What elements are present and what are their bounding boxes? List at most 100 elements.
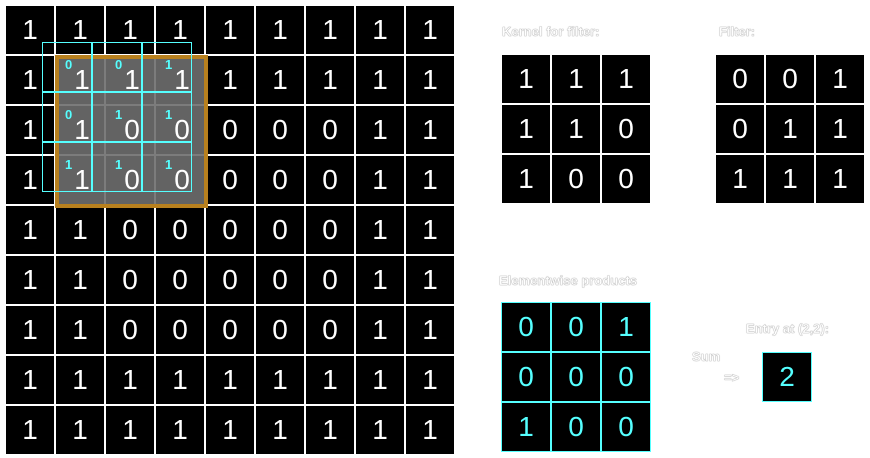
input-cell: 0: [205, 205, 255, 255]
input-cell: 1: [405, 405, 455, 455]
input-cell: 1: [205, 55, 255, 105]
filter-overlay-cell: [92, 42, 142, 92]
input-cell: 0: [155, 305, 205, 355]
filter-cell: 1: [815, 54, 865, 104]
input-cell: 0: [205, 305, 255, 355]
input-cell: 1: [5, 405, 55, 455]
input-cell: 0: [105, 205, 155, 255]
input-cell: 0: [205, 255, 255, 305]
highlight-value: 1: [74, 64, 90, 95]
input-cell: 1: [205, 5, 255, 55]
input-cell: 1: [305, 55, 355, 105]
filter-overlay-cell: [42, 142, 92, 192]
entry-box: 2: [762, 352, 812, 402]
input-cell: 0: [105, 255, 155, 305]
input-cell: 1: [5, 5, 55, 55]
input-cell: 1: [55, 405, 105, 455]
kernel-cell: 1: [501, 54, 551, 104]
input-cell: 1: [5, 205, 55, 255]
highlight-value: 1: [124, 64, 140, 95]
filter-superscript: 1: [165, 157, 173, 172]
input-cell: 0: [305, 305, 355, 355]
highlight-value: 0: [124, 114, 140, 145]
input-cell: 1: [305, 5, 355, 55]
filter-cell: 0: [715, 104, 765, 154]
input-cell: 0: [255, 105, 305, 155]
input-cell: 1: [355, 105, 405, 155]
receptive-field-highlight: [55, 55, 208, 208]
input-cell: 1: [5, 355, 55, 405]
kernel-cell: 0: [601, 104, 651, 154]
filter-overlay: [42, 42, 192, 192]
filter-overlay-cell: [142, 42, 192, 92]
filter-superscript: 1: [115, 107, 123, 122]
filter-superscript: 0: [115, 57, 123, 72]
input-cell: 1: [255, 355, 305, 405]
filter-overlay-cell: [142, 142, 192, 192]
kernel-label: Kernel for filter:: [502, 24, 600, 39]
input-cell: 1: [405, 305, 455, 355]
product-cell: 0: [501, 352, 551, 402]
input-cell: 1: [305, 355, 355, 405]
filter-cell: 1: [765, 154, 815, 204]
highlight-value: 0: [124, 164, 140, 195]
input-cell: 1: [355, 405, 405, 455]
input-cell: 1: [355, 355, 405, 405]
kernel-cell: 1: [501, 154, 551, 204]
input-cell: 1: [405, 205, 455, 255]
filter-superscript: 0: [65, 57, 73, 72]
input-cell: 0: [205, 155, 255, 205]
products-label: Elementwise products: [499, 273, 637, 288]
input-cell: 0: [155, 255, 205, 305]
input-cell: 1: [205, 405, 255, 455]
product-cell: 0: [551, 402, 601, 452]
entry-label: Entry at (2,2):: [746, 321, 830, 336]
input-cell: 1: [205, 355, 255, 405]
filter-superscript: 1: [115, 157, 123, 172]
filter-cell: 0: [765, 54, 815, 104]
input-cell: 1: [55, 205, 105, 255]
product-cell: 1: [501, 402, 551, 452]
filter-overlay-cell: [92, 142, 142, 192]
filter-cell: 1: [715, 154, 765, 204]
input-cell: 0: [255, 205, 305, 255]
input-cell: 1: [355, 55, 405, 105]
input-cell: 1: [155, 405, 205, 455]
filter-superscript: 0: [65, 107, 73, 122]
input-cell: 0: [105, 305, 155, 355]
highlight-value: 1: [74, 114, 90, 145]
input-grid: 1111111111111111111100000111100000111100…: [5, 5, 455, 455]
arrow-label: =>: [724, 370, 740, 385]
input-cell: 1: [405, 155, 455, 205]
input-cell: 0: [205, 105, 255, 155]
input-cell: 1: [405, 5, 455, 55]
filter-cell: 1: [815, 104, 865, 154]
kernel-cell: 1: [501, 104, 551, 154]
input-cell: 1: [355, 155, 405, 205]
input-cell: 0: [305, 255, 355, 305]
filter-cell: 0: [715, 54, 765, 104]
kernel-cell: 1: [551, 54, 601, 104]
product-cell: 0: [601, 402, 651, 452]
product-cell: 1: [601, 302, 651, 352]
highlight-value: 1: [74, 164, 90, 195]
input-cell: 1: [55, 5, 105, 55]
sum-label: Sum: [692, 349, 721, 364]
input-cell: 1: [155, 5, 205, 55]
input-cell: 1: [5, 55, 55, 105]
input-cell: 1: [355, 255, 405, 305]
input-cell: 1: [55, 255, 105, 305]
input-cell: 1: [355, 305, 405, 355]
filter-superscript: 1: [165, 107, 173, 122]
input-cell: 0: [255, 305, 305, 355]
product-cell: 0: [601, 352, 651, 402]
input-cell: 1: [305, 405, 355, 455]
input-cell: 1: [105, 405, 155, 455]
input-cell: 1: [255, 405, 305, 455]
input-cell: 1: [55, 355, 105, 405]
kernel-cell: 1: [601, 54, 651, 104]
input-cell: 1: [405, 255, 455, 305]
highlight-value: 0: [174, 164, 190, 195]
